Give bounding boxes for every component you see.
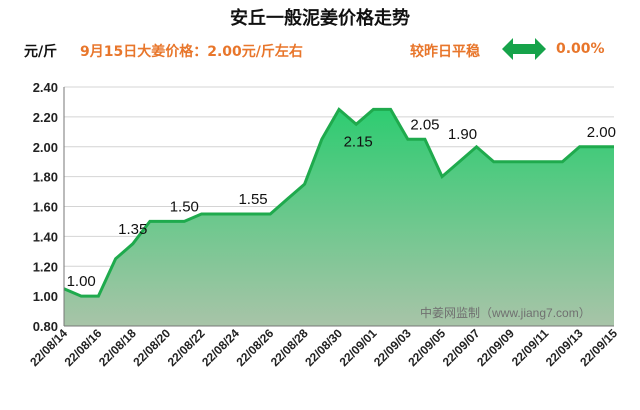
watermark: 中姜网监制（www.jiang7.com） bbox=[420, 305, 591, 320]
data-label: 2.05 bbox=[410, 116, 439, 133]
x-tick-labels: 22/08/1422/08/1622/08/1822/08/2022/08/22… bbox=[27, 326, 620, 369]
price-info: 9月15日大姜价格：2.00元/斤左右 bbox=[80, 44, 303, 60]
x-tick-label: 22/09/09 bbox=[474, 326, 517, 369]
data-label: 2.00 bbox=[587, 124, 616, 141]
y-tick-label: 1.40 bbox=[33, 229, 58, 244]
data-label: 1.35 bbox=[118, 221, 147, 238]
compare-label: 较昨日平稳 bbox=[410, 44, 480, 60]
y-tick-label: 1.20 bbox=[33, 259, 58, 274]
double-arrow-shape bbox=[502, 38, 546, 60]
axes bbox=[63, 87, 614, 327]
y-tick-label: 2.00 bbox=[33, 140, 58, 155]
change-percent: 0.00% bbox=[556, 41, 605, 57]
y-tick-label: 0.80 bbox=[33, 319, 58, 334]
y-tick-label: 1.00 bbox=[33, 289, 58, 304]
data-label: 1.55 bbox=[238, 191, 267, 208]
y-tick-label: 1.80 bbox=[33, 170, 58, 185]
unit-label: 元/斤 bbox=[24, 44, 58, 60]
data-label: 2.15 bbox=[344, 133, 373, 150]
y-tick-label: 2.20 bbox=[33, 110, 58, 125]
y-tick-label: 2.40 bbox=[33, 80, 58, 95]
price-line bbox=[63, 107, 614, 298]
y-tick-label: 1.60 bbox=[33, 200, 58, 215]
data-labels: 1.00 1.35 1.50 1.55 2.15 2.05 1.90 2.00 bbox=[67, 116, 616, 290]
data-label: 1.00 bbox=[67, 273, 96, 290]
data-label: 1.50 bbox=[170, 198, 199, 215]
double-arrow-icon bbox=[502, 38, 546, 60]
y-tick-labels: 0.80 1.00 1.20 1.40 1.60 1.80 2.00 2.20 2.40 bbox=[33, 80, 58, 334]
price-area bbox=[64, 109, 614, 327]
data-label: 1.90 bbox=[448, 126, 477, 143]
x-tick-label: 22/09/15 bbox=[577, 326, 620, 369]
chart-title: 安丘一般泥姜价格走势 bbox=[230, 8, 410, 29]
